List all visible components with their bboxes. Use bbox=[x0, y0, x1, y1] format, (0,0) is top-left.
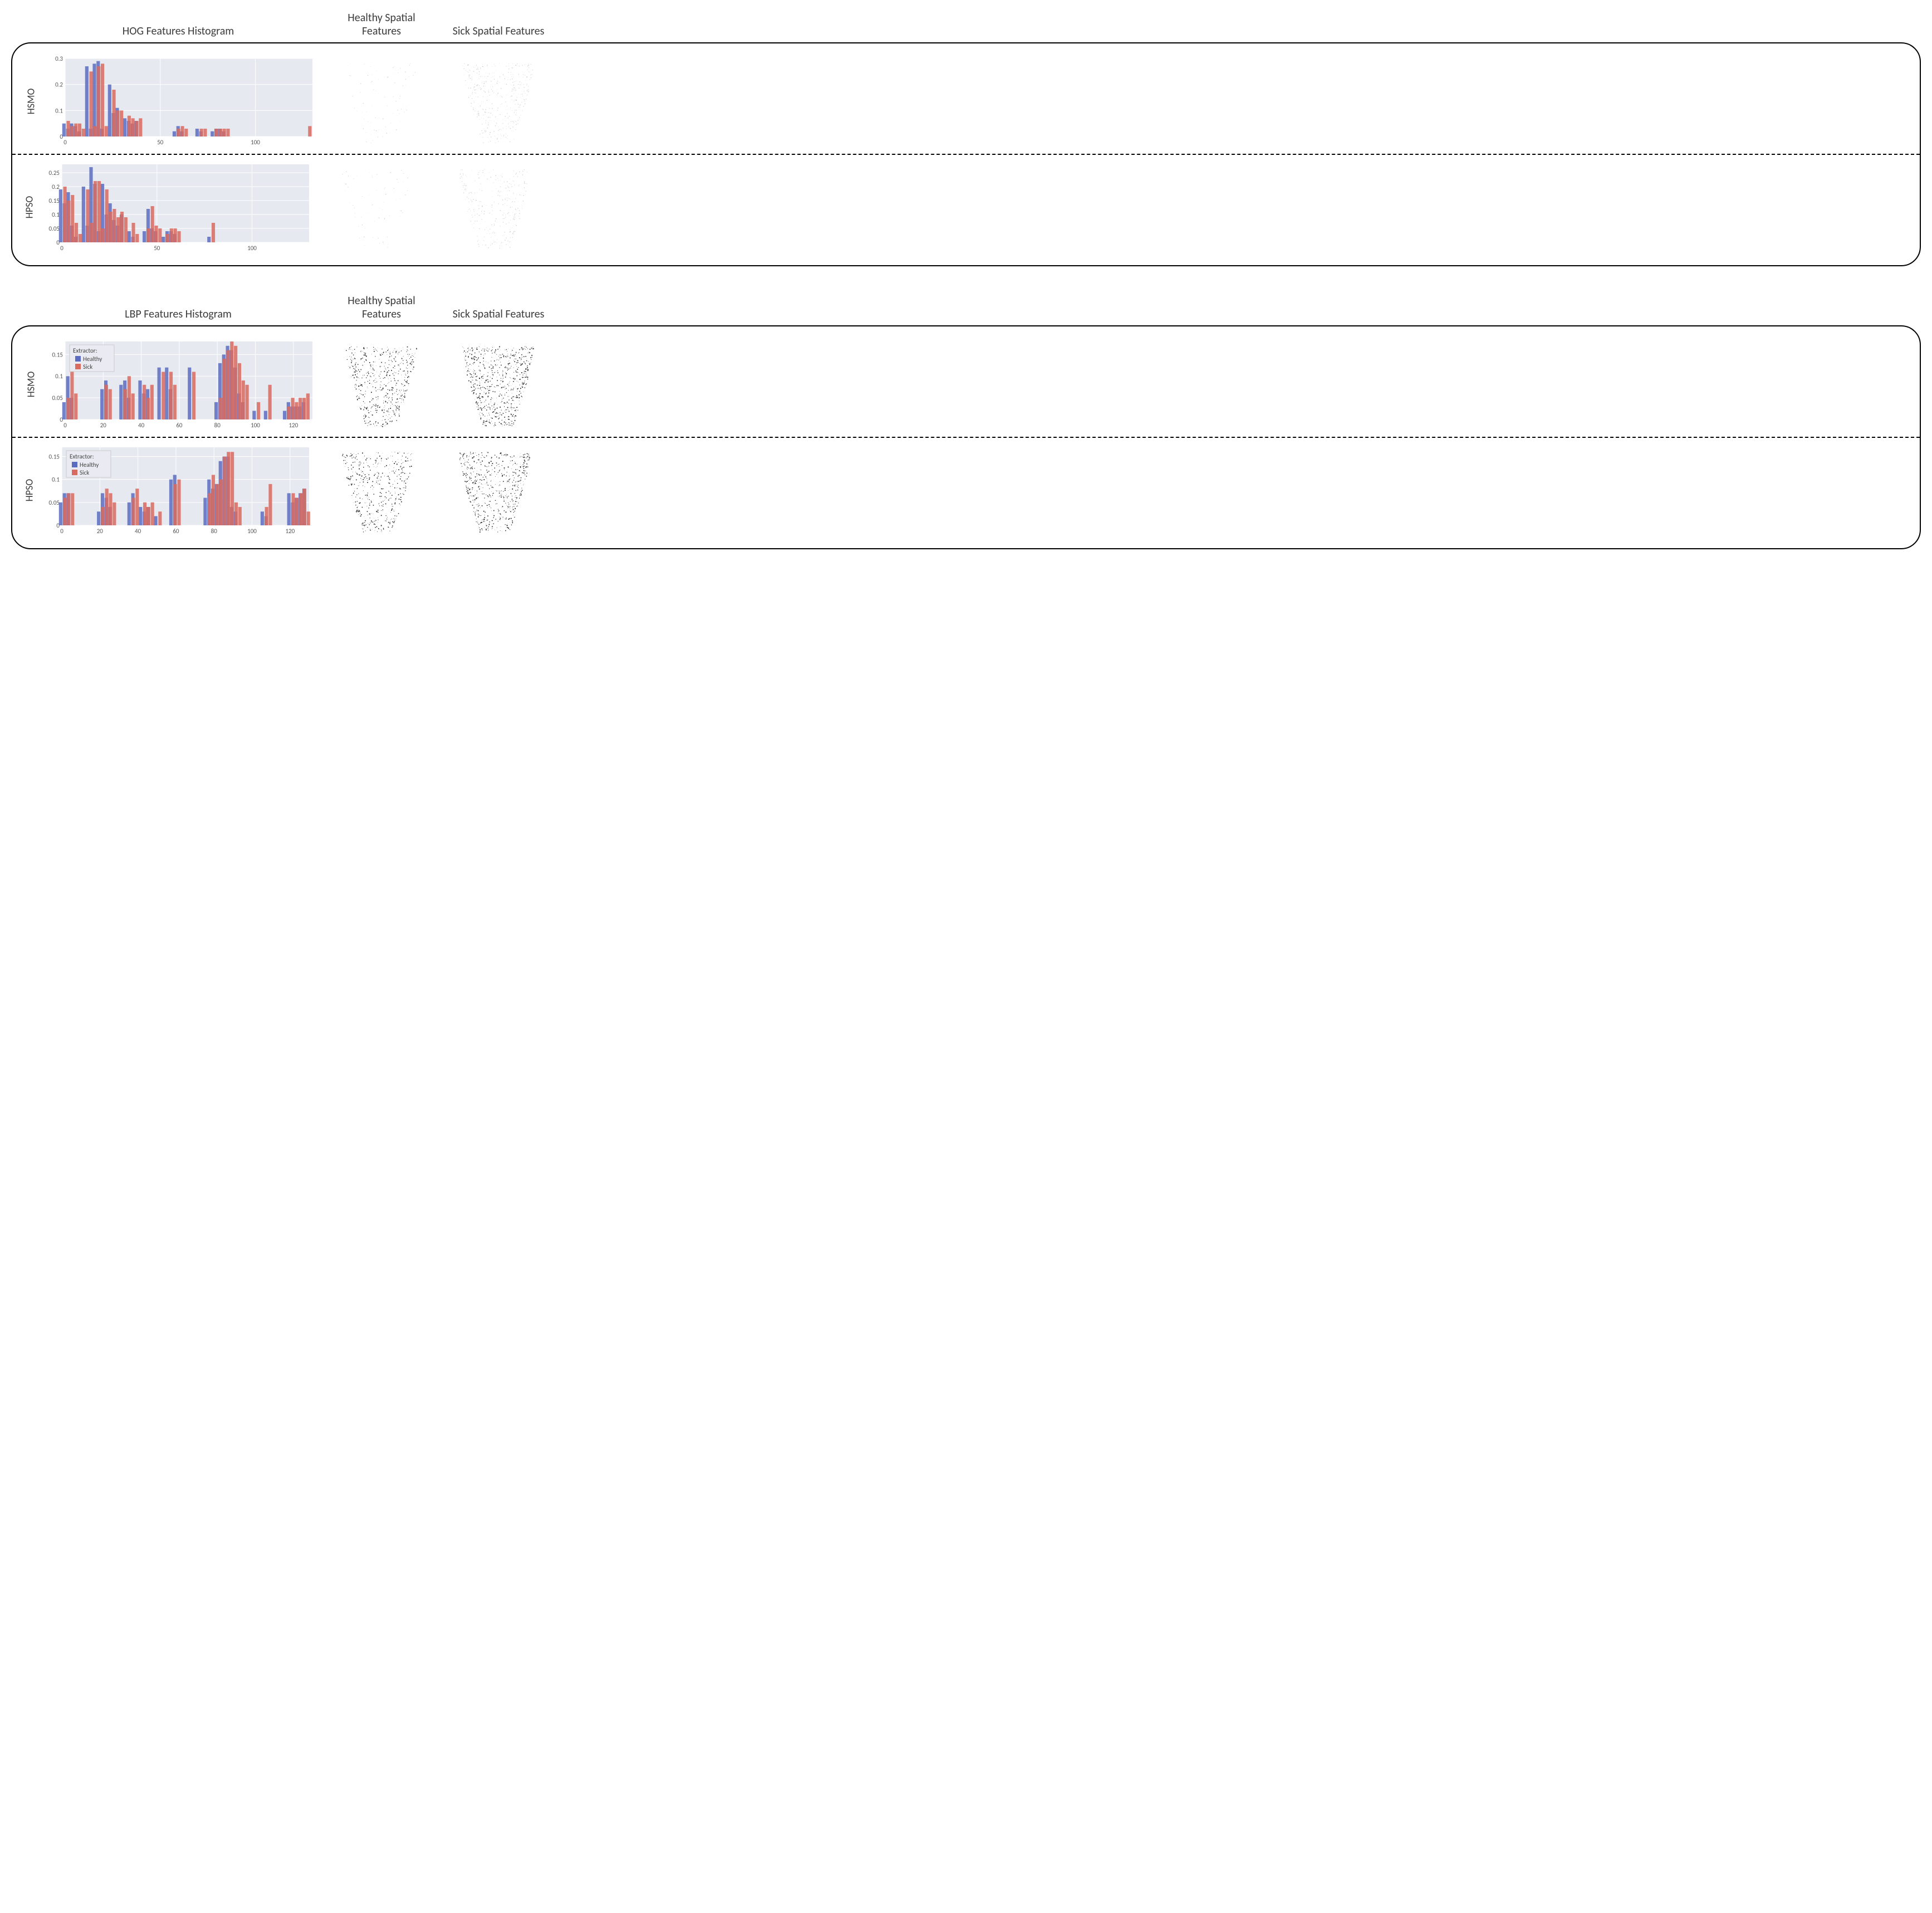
hog-figure: HOG Features Histogram Healthy Spatial F… bbox=[11, 11, 1921, 266]
lbp-divider bbox=[12, 437, 1920, 438]
svg-text:120: 120 bbox=[288, 422, 298, 429]
hog-hpso-sick-spatial bbox=[442, 160, 547, 255]
svg-text:Extractor:: Extractor: bbox=[73, 347, 97, 354]
hog-hsmo-chart: 00.10.20.3050100 bbox=[44, 54, 317, 149]
hog-header-row: HOG Features Histogram Healthy Spatial F… bbox=[11, 11, 1921, 38]
svg-text:0.2: 0.2 bbox=[52, 183, 60, 191]
lbp-hpso-chart: 00.050.10.15020406080100120Extractor:Hea… bbox=[41, 443, 314, 538]
hog-sick-title: Sick Spatial Features bbox=[446, 25, 551, 38]
svg-text:100: 100 bbox=[251, 139, 260, 146]
hog-hsmo-sick-spatial bbox=[445, 54, 551, 149]
hog-hpso-label: HPSO bbox=[18, 201, 41, 213]
lbp-hsmo-row: HSMO 00.050.10.15020406080100120Extracto… bbox=[18, 334, 1910, 435]
svg-text:Extractor:: Extractor: bbox=[70, 453, 94, 460]
svg-text:0: 0 bbox=[63, 139, 67, 146]
lbp-hpso-sick-spatial bbox=[442, 443, 547, 538]
hog-chart-title: HOG Features Histogram bbox=[39, 25, 317, 38]
svg-text:0.1: 0.1 bbox=[55, 373, 63, 380]
lbp-panel: HSMO 0 0.05 0.1 0.15 0 20 40 60 80 100 120 Extracto… bbox=[11, 325, 1921, 549]
svg-text:0.05: 0.05 bbox=[52, 394, 63, 402]
hog-hsmo-label: HSMO bbox=[18, 95, 44, 108]
svg-text:0.1: 0.1 bbox=[52, 476, 60, 484]
svg-text:0.15: 0.15 bbox=[52, 351, 63, 358]
svg-text:50: 50 bbox=[154, 245, 160, 252]
svg-text:0.1: 0.1 bbox=[55, 107, 63, 114]
svg-text:0.1: 0.1 bbox=[52, 211, 60, 218]
hog-hpso-row: HPSO 00.050.10.150.20.25050100 bbox=[18, 157, 1910, 257]
hog-hpso-healthy-spatial bbox=[325, 160, 431, 255]
svg-text:80: 80 bbox=[211, 528, 217, 535]
lbp-hsmo-healthy-spatial bbox=[328, 337, 434, 432]
svg-text:0.15: 0.15 bbox=[48, 197, 60, 204]
hog-hpso-chart: 00.050.10.150.20.25050100 bbox=[41, 160, 314, 255]
lbp-hpso-healthy-spatial bbox=[325, 443, 431, 538]
lbp-hsmo-sick-spatial bbox=[445, 337, 551, 432]
svg-text:Healthy: Healthy bbox=[80, 461, 99, 469]
svg-text:0: 0 bbox=[63, 422, 67, 429]
svg-text:40: 40 bbox=[138, 422, 145, 429]
svg-text:0.2: 0.2 bbox=[55, 81, 63, 89]
svg-text:120: 120 bbox=[285, 528, 295, 535]
svg-text:60: 60 bbox=[173, 528, 179, 535]
lbp-header-row: LBP Features Histogram Healthy Spatial F… bbox=[11, 294, 1921, 321]
svg-text:0: 0 bbox=[60, 528, 63, 535]
lbp-hpso-label: HPSO bbox=[18, 484, 41, 496]
svg-text:100: 100 bbox=[251, 422, 260, 429]
svg-text:0.3: 0.3 bbox=[55, 55, 63, 62]
svg-text:100: 100 bbox=[247, 528, 257, 535]
lbp-hsmo-label: HSMO bbox=[18, 378, 44, 391]
svg-text:100: 100 bbox=[247, 245, 257, 252]
svg-text:0.25: 0.25 bbox=[48, 169, 60, 177]
hog-hsmo-healthy-spatial bbox=[328, 54, 434, 149]
svg-text:40: 40 bbox=[135, 528, 141, 535]
lbp-chart-title: LBP Features Histogram bbox=[39, 308, 317, 321]
lbp-healthy-title: Healthy Spatial Features bbox=[329, 294, 434, 321]
svg-text:0.05: 0.05 bbox=[48, 499, 60, 506]
hog-hsmo-row: HSMO 00.10.20.3050100 bbox=[18, 51, 1910, 152]
svg-text:Healthy: Healthy bbox=[83, 355, 102, 363]
hog-divider bbox=[12, 154, 1920, 155]
svg-text:Sick: Sick bbox=[83, 363, 92, 370]
lbp-hsmo-chart: 00.050.10.15020406080100120Extractor:Hea… bbox=[44, 337, 317, 432]
hog-panel: HSMO 00.10.20.3050100 HPSO 00.050.10.150… bbox=[11, 42, 1921, 266]
svg-text:0: 0 bbox=[60, 245, 63, 252]
lbp-figure: LBP Features Histogram Healthy Spatial F… bbox=[11, 294, 1921, 549]
svg-text:20: 20 bbox=[100, 422, 107, 429]
svg-text:80: 80 bbox=[214, 422, 221, 429]
svg-text:Sick: Sick bbox=[80, 469, 89, 476]
svg-text:0.05: 0.05 bbox=[48, 225, 60, 232]
lbp-sick-title: Sick Spatial Features bbox=[446, 308, 551, 321]
svg-text:20: 20 bbox=[96, 528, 103, 535]
hog-healthy-title: Healthy Spatial Features bbox=[329, 11, 434, 38]
svg-text:50: 50 bbox=[157, 139, 164, 146]
lbp-hpso-row: HPSO 00.050.10.15020406080100120Extracto… bbox=[18, 440, 1910, 540]
svg-text:0.15: 0.15 bbox=[48, 453, 60, 460]
svg-text:60: 60 bbox=[176, 422, 183, 429]
